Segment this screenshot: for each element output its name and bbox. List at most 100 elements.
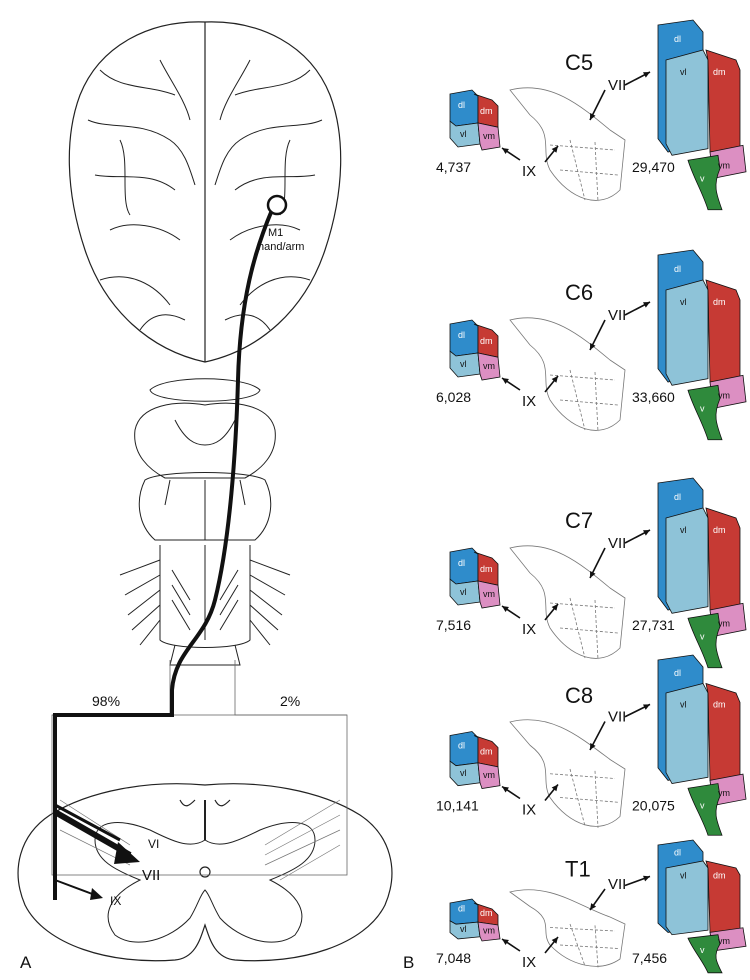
vii-vl-region — [665, 860, 709, 936]
ix-dl-label: dl — [458, 100, 465, 110]
vii-vl-label: vl — [680, 297, 687, 307]
ix-vl-label: vl — [460, 587, 467, 597]
vii-arrow-out — [624, 301, 651, 316]
ix-dm-label: dm — [480, 746, 493, 756]
ix-label: IX — [522, 954, 536, 971]
gray-matter-outline — [509, 87, 626, 203]
vii-label: VII — [608, 876, 626, 893]
ix-count: 7,048 — [436, 950, 471, 966]
ix-dl-label: dl — [458, 330, 465, 340]
segment-row-c7: C7 dl dm vl vm 7,516 VII IX dl vl dm vm v 27,731 — [436, 477, 747, 669]
outline-shape — [509, 719, 626, 827]
vii-count: 20,075 — [632, 798, 675, 814]
gray-matter-outline — [509, 317, 626, 433]
ix-dm-label: dm — [480, 106, 493, 116]
outline-shape — [509, 889, 626, 967]
vii-label: VII — [608, 709, 626, 726]
panel-b-label: B — [403, 953, 414, 972]
vii-vm-label: vm — [718, 936, 730, 946]
vii-count: 7,456 — [632, 950, 667, 966]
left-percent: 98% — [92, 693, 120, 709]
vii-v-region — [687, 154, 723, 211]
ix-arrow-right-head — [551, 376, 558, 383]
ix-arrow-right — [544, 936, 559, 954]
ix-count: 10,141 — [436, 798, 479, 814]
vii-arrow-in — [589, 721, 606, 751]
lamina-vi-label: VI — [148, 837, 159, 851]
segment-title: C5 — [565, 50, 593, 75]
vii-v-label: v — [700, 945, 705, 955]
m1-marker — [266, 194, 288, 216]
ix-vm-label: vm — [483, 770, 495, 780]
vii-dm-label: dm — [713, 525, 726, 535]
ix-count: 4,737 — [436, 159, 471, 175]
vii-arrow-in-head — [590, 113, 596, 120]
vii-vm-label: vm — [718, 788, 730, 798]
ix-vm-region — [477, 580, 501, 609]
ix-label: IX — [522, 802, 536, 819]
m1-label-sub: hand/arm — [258, 241, 304, 253]
ix-vm-region — [477, 122, 501, 151]
vii-dm-label: dm — [713, 699, 726, 709]
vii-arrow-in — [589, 888, 606, 911]
vii-dm-region — [705, 507, 741, 611]
vii-vl-region — [665, 279, 709, 386]
ix-vm-label: vm — [483, 361, 495, 371]
cord-outline — [17, 783, 393, 962]
vii-dl-label: dl — [674, 847, 681, 857]
vii-v-region — [687, 934, 723, 974]
segment-row-t1: T1 dl dm vl vm 7,048 VII IX dl vl dm vm v 7,456 — [436, 839, 747, 974]
ix-count: 7,516 — [436, 617, 471, 633]
outline-shape — [509, 87, 626, 201]
vii-arrow-out — [624, 529, 651, 544]
outline-divisions — [549, 768, 619, 828]
vii-arrow-in — [589, 319, 606, 351]
ix-label: IX — [522, 621, 536, 638]
segment-row-c8: C8 dl dm vl vm 10,141 VII IX dl vl dm vm v 20,075 — [436, 654, 747, 836]
enlarged-region-box — [51, 714, 348, 876]
vii-block: dl vl dm vm v — [657, 249, 747, 441]
pathway-branch-ix — [54, 879, 96, 896]
ix-arrow-right — [544, 145, 559, 163]
ix-dm-label: dm — [480, 564, 493, 574]
vii-dl-label: dl — [674, 668, 681, 678]
m1-label: M1 — [268, 227, 283, 239]
vii-vm-label: vm — [718, 161, 730, 171]
vii-count: 27,731 — [632, 617, 675, 633]
central-canal — [199, 866, 211, 878]
vii-arrow-in — [589, 89, 606, 121]
vii-label: VII — [608, 307, 626, 324]
ix-arrow-right-head — [551, 784, 558, 792]
segment-row-c6: C6 dl dm vl vm 6,028 VII IX dl vl dm vm v 33,660 — [436, 249, 747, 441]
vii-v-label: v — [700, 174, 705, 184]
vii-dm-region — [705, 279, 741, 383]
panel-a — [17, 21, 393, 962]
ix-vm-region — [477, 352, 501, 381]
vii-arrow-in-head — [590, 903, 597, 910]
vii-arrow-out-head — [643, 875, 650, 882]
vii-dl-label: dl — [674, 492, 681, 502]
gray-matter — [94, 822, 316, 943]
vii-dm-label: dm — [713, 297, 726, 307]
gray-matter-outline — [509, 545, 626, 661]
ix-vm-label: vm — [483, 131, 495, 141]
vii-count: 33,660 — [632, 389, 675, 405]
ix-dm-label: dm — [480, 336, 493, 346]
gray-matter-outline — [509, 719, 626, 828]
ix-arrow-left-head — [502, 939, 509, 946]
vii-dm-label: dm — [713, 871, 726, 881]
vii-dm-region — [705, 682, 741, 781]
outline-divisions — [549, 369, 619, 433]
ix-arrow-left — [501, 147, 521, 161]
ix-dm-label: dm — [480, 908, 493, 918]
ix-label: IX — [522, 393, 536, 410]
vii-v-label: v — [700, 404, 705, 414]
vii-block: dl vl dm vm v — [657, 839, 747, 974]
vii-block: dl vl dm vm v — [657, 19, 747, 211]
ix-arrow-right — [544, 783, 559, 802]
vii-arrow-in-head — [590, 343, 596, 350]
ix-block: dl dm vl vm — [449, 319, 501, 381]
vii-dm-label: dm — [713, 67, 726, 77]
